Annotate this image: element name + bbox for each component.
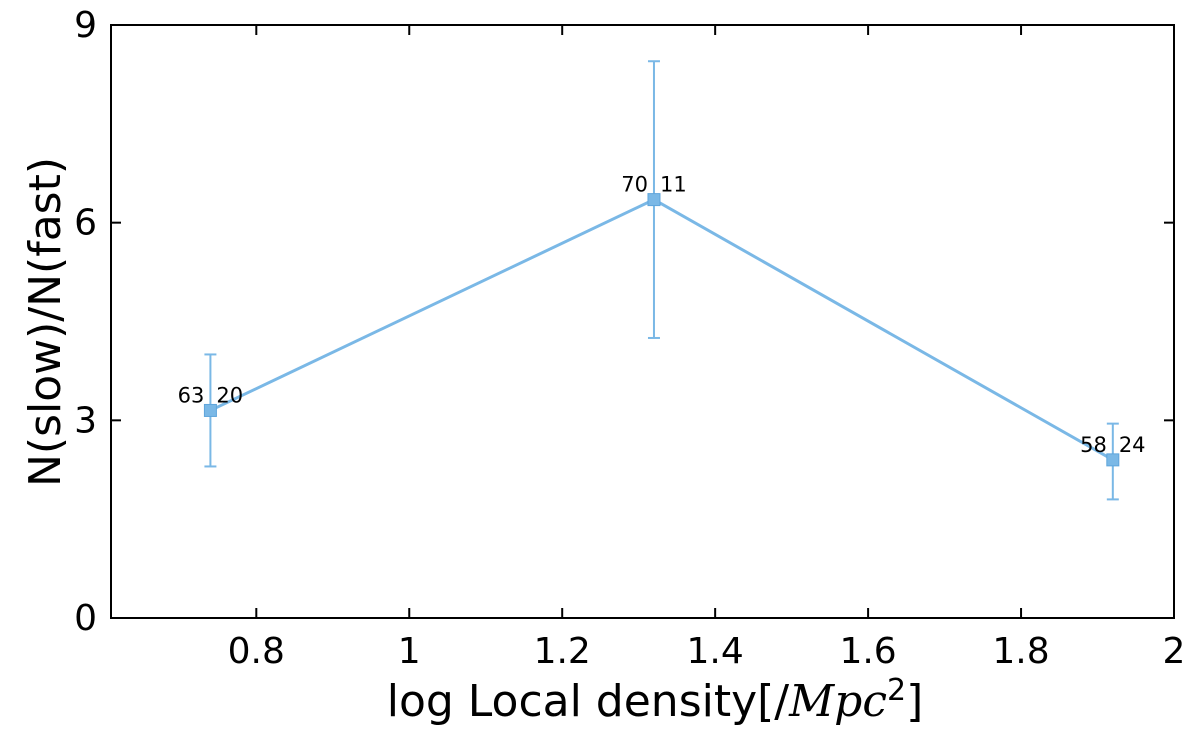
x-axis-title-suffix: ] xyxy=(906,676,923,727)
x-axis-title-prefix: log Local density[/ xyxy=(387,676,790,727)
series-line xyxy=(209,197,1114,462)
x-axis-title: log Local density[/Mpc2] xyxy=(387,673,924,727)
data-point xyxy=(647,193,661,207)
y-tick-label: 0 xyxy=(74,598,97,639)
y-axis-title: N(slow)/N(fast) xyxy=(20,157,71,487)
x-tick-label: 1 xyxy=(398,631,421,672)
x-axis-title-sup: 2 xyxy=(887,673,906,708)
x-tick-label: 2 xyxy=(1163,631,1186,672)
data-point xyxy=(1106,453,1120,467)
plot-frame xyxy=(110,24,1175,619)
x-tick-label: 1.4 xyxy=(687,631,744,672)
data-label-right: 20 xyxy=(216,383,243,407)
x-tick-label: 1.6 xyxy=(839,631,896,672)
data-label-left: 70 xyxy=(621,173,648,197)
x-tick-label: 1.8 xyxy=(992,631,1049,672)
data-label-left: 63 xyxy=(178,383,205,407)
series-layer xyxy=(203,60,1120,501)
data-label-right: 24 xyxy=(1119,433,1146,457)
labels-layer: 63 20 70 11 58 24 xyxy=(178,173,1146,457)
data-point xyxy=(203,403,217,417)
y-tick-label: 3 xyxy=(74,400,97,441)
x-axis-title-math: Mpc xyxy=(788,676,887,727)
data-label-left: 58 xyxy=(1080,433,1107,457)
y-tick-label: 6 xyxy=(74,203,97,244)
x-tick-label: 0.8 xyxy=(228,631,285,672)
x-tick-label: 1.2 xyxy=(534,631,591,672)
data-label-right: 11 xyxy=(660,173,687,197)
y-tick-label: 9 xyxy=(74,5,97,46)
